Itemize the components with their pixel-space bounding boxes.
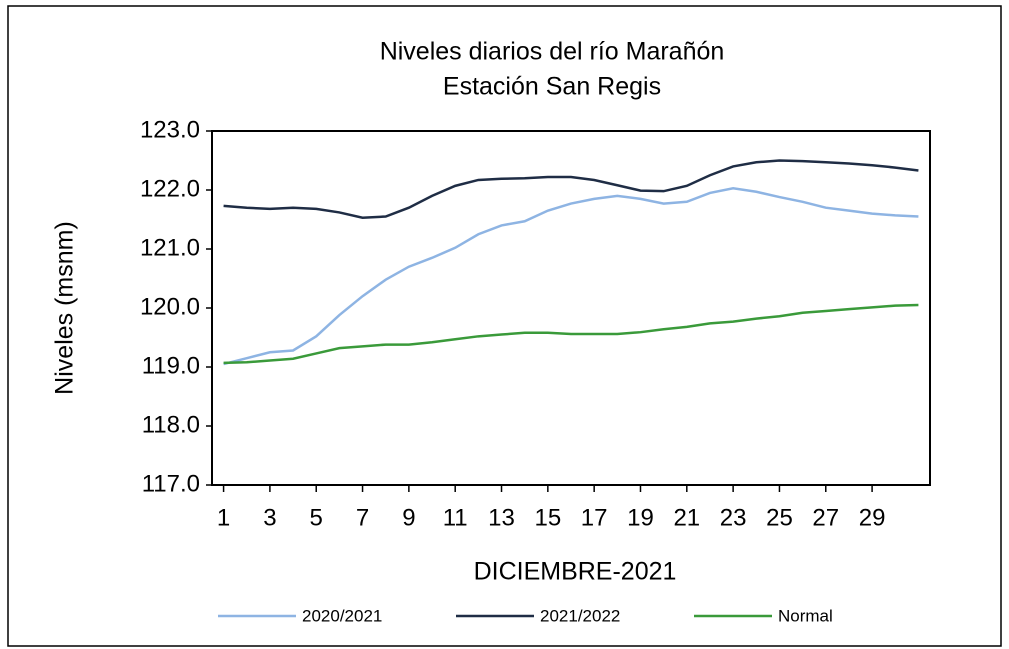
- x-tick-label: 7: [356, 504, 369, 531]
- y-tick-label: 117.0: [142, 470, 200, 497]
- x-tick-label: 21: [673, 504, 700, 531]
- series-line: [223, 303, 919, 365]
- y-tick-label: 118.0: [142, 411, 200, 438]
- x-tick-label: 11: [443, 504, 468, 531]
- chart-subtitle: Estación San Regis: [443, 73, 661, 101]
- x-axis-label: DICIEMBRE-2021: [474, 558, 677, 586]
- x-tick-label: 17: [581, 504, 608, 531]
- x-tick-label: 25: [766, 504, 793, 531]
- x-tick-label: 23: [720, 504, 747, 531]
- y-tick-label: 121.0: [140, 234, 200, 261]
- y-tick-label: 120.0: [140, 293, 200, 320]
- x-tick-label: 13: [488, 504, 515, 531]
- x-tick-label: 19: [627, 504, 654, 531]
- legend-label: 2021/2022: [540, 606, 620, 625]
- x-tick-label: 15: [534, 504, 561, 531]
- series-line: [223, 159, 919, 219]
- x-tick-label: 29: [859, 504, 886, 531]
- x-tick-label: 1: [217, 504, 230, 531]
- y-tick-label: 119.0: [142, 352, 200, 379]
- series-line: [223, 186, 919, 366]
- x-tick-label: 27: [812, 504, 839, 531]
- y-tick-label: 122.0: [140, 175, 200, 202]
- legend-label: Normal: [778, 606, 833, 625]
- y-axis-label: Niveles (msnm): [51, 221, 79, 395]
- frame: [7, 5, 1002, 647]
- x-tick-label: 5: [310, 504, 323, 531]
- x-tick-label: 3: [263, 504, 276, 531]
- chart-title: Niveles diarios del río Marañón: [380, 38, 725, 66]
- legend-label: 2020/2021: [302, 606, 382, 625]
- x-tick-label: 9: [402, 504, 415, 531]
- y-tick-label: 123.0: [140, 116, 200, 143]
